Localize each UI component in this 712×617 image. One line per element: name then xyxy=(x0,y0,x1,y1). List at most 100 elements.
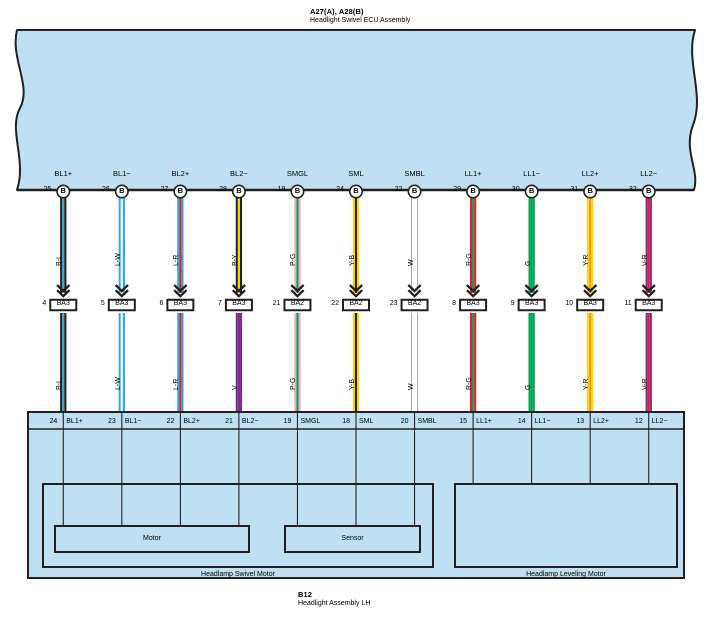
upper-wire-color-BL1−: L-W xyxy=(114,253,122,266)
top-signal-label-LL2−: LL2− xyxy=(640,169,658,178)
top-pin-number-BL1−: 26 xyxy=(102,186,110,193)
lower-wire-color-SMBL: W xyxy=(407,383,415,390)
top-pin-number-LL2+: 31 xyxy=(570,186,579,193)
headlamp-leveling-motor-label: Headlamp Leveling Motor xyxy=(526,571,606,578)
bottom-pin-number-BL2+: 22 xyxy=(166,418,175,425)
bottom-pin-number-BL2−: 21 xyxy=(225,418,233,425)
upper-wire-color-LL1−: G xyxy=(524,260,532,266)
top-connector-marker-BL2−: B xyxy=(236,186,242,195)
upper-wire-color-SML: Y-B xyxy=(349,254,356,266)
bottom-pin-number-SMBL: 20 xyxy=(400,418,409,425)
junction-label-BL2+: BA3 xyxy=(173,300,187,307)
top-connector-marker-BL1−: B xyxy=(119,186,125,195)
top-connector-marker-BL2+: B xyxy=(177,186,184,195)
junction-pin-number-LL1+: 8 xyxy=(452,300,457,307)
headlight-assembly-lh-shape xyxy=(27,411,685,579)
top-signal-label-LL2+: LL2+ xyxy=(581,169,599,178)
bottom-signal-label-SMGL: SMGL xyxy=(300,418,321,425)
top-connector-marker-LL1+: B xyxy=(470,186,476,195)
junction-label-LL1−: BA3 xyxy=(525,300,539,307)
junction-label-LL1+: BA3 xyxy=(466,300,480,307)
junction-pin-number-BL1+: 4 xyxy=(42,300,47,307)
top-connector-marker-BL1+: B xyxy=(60,186,66,195)
bottom-signal-label-SMBL: SMBL xyxy=(417,418,437,425)
upper-wire-color-BL2+: L-R xyxy=(173,254,181,266)
bottom-pin-number-LL2−: 12 xyxy=(634,418,643,425)
junction-pin-number-LL2+: 10 xyxy=(565,300,574,307)
top-pin-number-LL2−: 32 xyxy=(628,186,637,193)
bottom-component-name: Headlight Assembly LH xyxy=(298,600,371,607)
lower-wire-color-SMGL: P-G xyxy=(290,377,298,390)
bottom-signal-label-BL1−: BL1− xyxy=(124,418,142,425)
top-signal-label-LL1+: LL1+ xyxy=(464,169,482,178)
top-pin-number-SMGL: 19 xyxy=(277,186,286,193)
top-connector-marker-SMBL: B xyxy=(411,186,418,195)
bottom-signal-label-LL2−: LL2− xyxy=(651,418,668,425)
top-signal-label-SMBL: SMBL xyxy=(404,169,425,178)
bottom-signal-label-LL1−: LL1− xyxy=(534,418,551,425)
upper-wire-color-LL2−: V-R xyxy=(641,254,649,266)
junction-label-SMBL: BA2 xyxy=(407,300,422,307)
junction-connector-group xyxy=(49,298,663,312)
top-connector-marker-SML: B xyxy=(353,186,359,195)
headlamp-swivel-motor-label: Headlamp Swivel Motor xyxy=(201,571,275,578)
bottom-signal-label-BL2+: BL2+ xyxy=(183,418,200,425)
junction-pin-number-LL1−: 9 xyxy=(510,300,515,307)
top-signal-label-BL2+: BL2+ xyxy=(171,169,190,178)
bottom-pin-number-SML: 18 xyxy=(342,418,350,425)
junction-pin-number-BL1−: 5 xyxy=(100,300,105,307)
top-signal-label-SMGL: SMGL xyxy=(286,169,309,178)
wire-bundle-group xyxy=(56,194,656,429)
bottom-signal-label-LL2+: LL2+ xyxy=(593,418,609,425)
top-connector-marker-group xyxy=(56,184,656,199)
top-connector-marker-SMGL: B xyxy=(294,186,301,195)
top-signal-label-BL1+: BL1+ xyxy=(54,169,73,178)
junction-label-BL1+: BA3 xyxy=(56,300,70,307)
junction-pin-number-SMGL: 21 xyxy=(272,300,281,307)
upper-wire-color-SMBL: W xyxy=(407,259,415,266)
lower-wire-color-LL1−: G xyxy=(524,384,532,390)
bottom-component-code: B12 xyxy=(298,590,313,599)
junction-label-BL2−: BA3 xyxy=(232,300,246,307)
junction-label-SML: BA2 xyxy=(349,300,363,307)
bottom-pin-number-LL1+: 15 xyxy=(459,418,468,425)
upper-wire-color-BL1+: B-L xyxy=(56,255,64,266)
bottom-pin-number-SMGL: 19 xyxy=(283,418,292,425)
bottom-signal-label-SML: SML xyxy=(359,418,374,425)
top-connector-marker-LL2+: B xyxy=(587,186,593,195)
bottom-pin-number-BL1−: 23 xyxy=(108,418,116,425)
bottom-signal-label-LL1+: LL1+ xyxy=(476,418,492,425)
top-signal-label-BL1−: BL1− xyxy=(112,169,131,178)
top-signal-label-SML: SML xyxy=(348,169,364,178)
bottom-signal-label-BL2−: BL2− xyxy=(241,418,259,425)
sensor-block-label: Sensor xyxy=(341,535,364,542)
junction-pin-number-SMBL: 23 xyxy=(389,300,398,307)
junction-pin-number-BL2−: 7 xyxy=(218,300,222,307)
top-pin-number-LL1−: 30 xyxy=(511,186,520,193)
top-signal-label-BL2−: BL2− xyxy=(230,169,248,178)
junction-label-LL2+: BA3 xyxy=(583,300,597,307)
junction-pin-number-LL2−: 11 xyxy=(624,300,632,307)
junction-label-SMGL: BA2 xyxy=(290,300,305,307)
bottom-pin-number-LL1−: 14 xyxy=(517,418,526,425)
top-pin-number-BL1+: 25 xyxy=(43,186,52,193)
bottom-pin-number-BL1+: 24 xyxy=(49,418,58,425)
upper-wire-color-BL2−: B-Y xyxy=(231,254,239,266)
lower-wire-color-BL1−: L-W xyxy=(114,377,122,390)
lower-wire-color-SML: Y-B xyxy=(349,378,356,390)
junction-pin-number-SML: 22 xyxy=(331,300,339,307)
top-component-name: Headlight Swivel ECU Assembly xyxy=(310,17,411,24)
lower-wire-color-LL2−: V-R xyxy=(641,378,649,390)
top-pin-number-BL2−: 28 xyxy=(219,186,227,193)
upper-wire-color-LL2+: Y-R xyxy=(583,254,591,266)
upper-wire-color-SMGL: P-G xyxy=(290,253,298,266)
lower-wire-color-BL2+: L-R xyxy=(173,378,181,390)
top-connector-marker-LL2−: B xyxy=(646,186,652,195)
lower-wire-color-BL2−: V xyxy=(231,385,239,390)
headlight-swivel-ecu-shape xyxy=(14,29,698,192)
bottom-signal-label-BL1+: BL1+ xyxy=(66,418,83,425)
top-pin-number-SML: 24 xyxy=(336,186,344,193)
lower-wire-color-BL1+: B-L xyxy=(56,379,64,390)
